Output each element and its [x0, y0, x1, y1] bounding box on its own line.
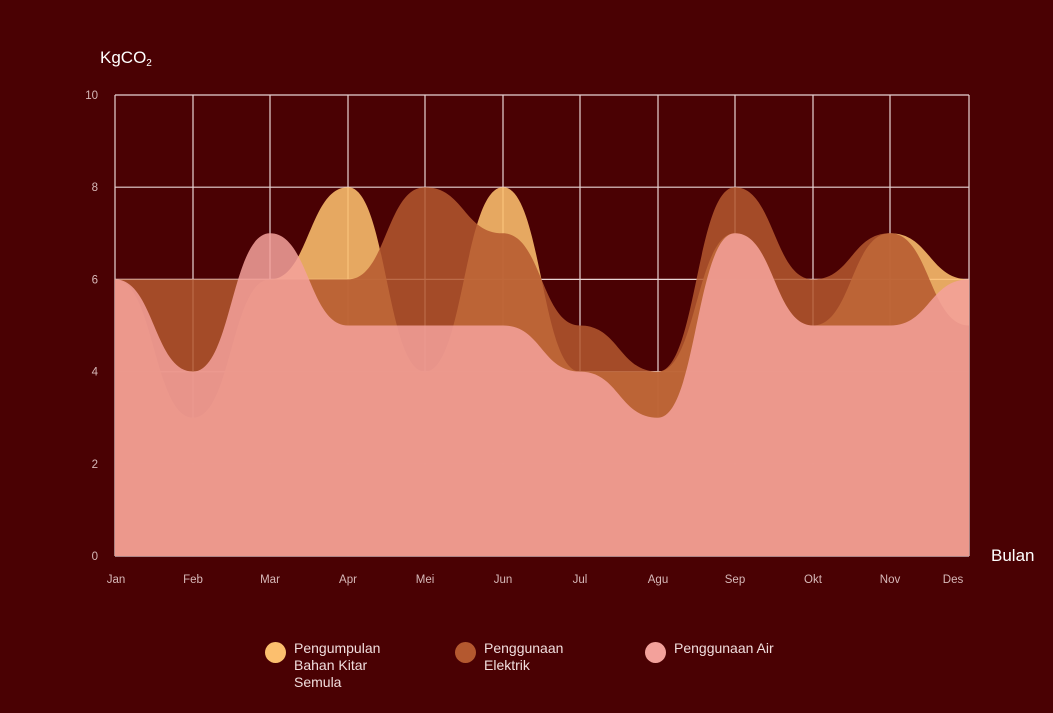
- x-tick-label-jan: Jan: [107, 574, 126, 586]
- x-tick-label-mar: Mar: [260, 574, 280, 586]
- legend: Pengumpulan Bahan Kitar Semula Penggunaan El…: [0, 640, 1053, 700]
- y-axis-title-subscript: 2: [146, 58, 152, 69]
- legend-swatch-pengumpulan-bahan-kitar-semula: [265, 642, 286, 663]
- y-axis-title: KgCO2: [100, 48, 152, 69]
- legend-label-line: Penggunaan Air: [674, 640, 774, 656]
- legend-label-line: Bahan Kitar: [294, 657, 368, 673]
- series-areas: [115, 187, 969, 556]
- y-tick-label-6: 6: [92, 274, 98, 286]
- y-tick-label-10: 10: [85, 90, 98, 102]
- x-tick-label-feb: Feb: [183, 574, 203, 586]
- x-tick-label-jun: Jun: [494, 574, 513, 586]
- legend-label-penggunaan-air: Penggunaan Air: [674, 640, 774, 657]
- legend-swatch-penggunaan-elektrik: [455, 642, 476, 663]
- y-axis-title-main: KgCO: [100, 48, 147, 67]
- legend-item-pengumpulan-bahan-kitar-semula: Pengumpulan Bahan Kitar Semula: [265, 640, 380, 691]
- tick-labels: Jan Feb Mar Apr Mei Jun Jul Agu Sep Okt Nov Des 0 2 4 6…: [85, 90, 963, 586]
- x-tick-label-apr: Apr: [339, 574, 357, 586]
- legend-label-line: Penggunaan: [484, 640, 564, 656]
- legend-item-penggunaan-air: Penggunaan Air: [645, 640, 774, 663]
- y-tick-label-8: 8: [92, 182, 98, 194]
- y-tick-label-2: 2: [92, 459, 98, 471]
- x-tick-label-nov: Nov: [880, 574, 901, 586]
- x-tick-label-des: Des: [943, 574, 964, 586]
- legend-swatch-penggunaan-air: [645, 642, 666, 663]
- legend-label-line: Elektrik: [484, 657, 530, 673]
- y-tick-label-4: 4: [92, 367, 99, 379]
- x-tick-label-okt: Okt: [804, 574, 823, 586]
- x-tick-label-mei: Mei: [416, 574, 435, 586]
- x-tick-label-sep: Sep: [725, 574, 745, 586]
- x-axis-title: Bulan: [991, 546, 1035, 565]
- area-penggunaan-air: [115, 233, 969, 556]
- x-tick-label-agu: Agu: [648, 574, 668, 586]
- legend-label-pengumpulan-bahan-kitar-semula: Pengumpulan Bahan Kitar Semula: [294, 640, 380, 691]
- legend-label-penggunaan-elektrik: Penggunaan Elektrik: [484, 640, 563, 674]
- legend-label-line: Semula: [294, 674, 342, 690]
- legend-item-penggunaan-elektrik: Penggunaan Elektrik: [455, 640, 563, 674]
- y-tick-label-0: 0: [92, 551, 98, 563]
- legend-label-line: Pengumpulan: [294, 640, 381, 656]
- x-tick-label-jul: Jul: [573, 574, 588, 586]
